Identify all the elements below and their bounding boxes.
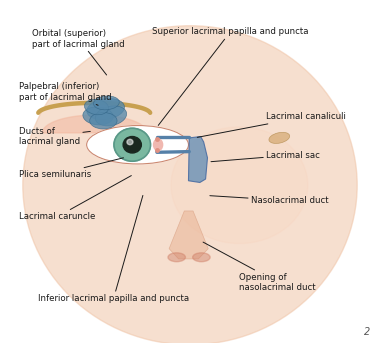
Text: Orbital (superior)
part of lacrimal gland: Orbital (superior) part of lacrimal glan… — [32, 29, 125, 75]
Text: Lacrimal sac: Lacrimal sac — [211, 151, 320, 162]
Ellipse shape — [83, 107, 113, 125]
Text: 2: 2 — [364, 327, 370, 337]
Text: Plica semilunaris: Plica semilunaris — [19, 158, 124, 179]
Polygon shape — [188, 137, 207, 182]
Ellipse shape — [95, 106, 127, 126]
Ellipse shape — [23, 26, 357, 343]
Ellipse shape — [87, 98, 125, 120]
Text: Palpebral (inferior)
part of lacrimal gland: Palpebral (inferior) part of lacrimal gl… — [19, 82, 112, 105]
Ellipse shape — [87, 126, 188, 164]
Ellipse shape — [84, 99, 109, 115]
Polygon shape — [169, 211, 208, 259]
Ellipse shape — [90, 113, 117, 129]
Text: Nasolacrimal duct: Nasolacrimal duct — [210, 196, 328, 205]
Circle shape — [123, 137, 141, 153]
Text: Lacrimal canaliculi: Lacrimal canaliculi — [197, 112, 346, 137]
Text: Lacrimal caruncle: Lacrimal caruncle — [19, 176, 131, 221]
Text: Superior lacrimal papilla and puncta: Superior lacrimal papilla and puncta — [152, 27, 309, 126]
Circle shape — [127, 139, 133, 145]
Ellipse shape — [154, 139, 163, 151]
Ellipse shape — [269, 132, 290, 143]
Circle shape — [114, 128, 150, 161]
Text: Ducts of
lacrimal gland: Ducts of lacrimal gland — [19, 127, 90, 146]
Text: Opening of
nasolacrimal duct: Opening of nasolacrimal duct — [203, 242, 316, 292]
Ellipse shape — [168, 253, 185, 262]
Ellipse shape — [171, 127, 308, 244]
Ellipse shape — [93, 96, 119, 110]
Ellipse shape — [193, 253, 210, 262]
Text: Inferior lacrimal papilla and puncta: Inferior lacrimal papilla and puncta — [38, 196, 189, 303]
